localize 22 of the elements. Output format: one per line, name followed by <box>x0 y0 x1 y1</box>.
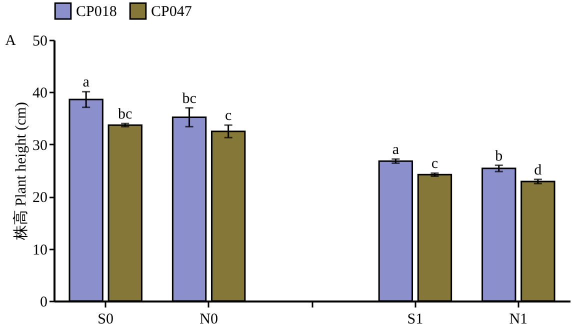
data-label: bc <box>182 90 197 107</box>
x-tick-label: S0 <box>98 312 114 328</box>
x-tick-label: N0 <box>200 312 218 328</box>
data-label: c <box>431 156 438 172</box>
y-tick-label: 20 <box>32 190 48 206</box>
y-tick-label: 30 <box>32 138 48 154</box>
data-label: bc <box>118 106 133 123</box>
data-label: b <box>495 148 503 164</box>
y-tick-label: 40 <box>32 86 48 102</box>
data-label: a <box>392 142 400 158</box>
y-tick-label: 50 <box>32 34 48 50</box>
text: A <box>5 33 16 49</box>
data-label: d <box>534 162 542 178</box>
data-label: c <box>224 108 232 124</box>
data-label: a <box>82 74 90 91</box>
y-tick-label: 10 <box>32 242 48 258</box>
legend-label: CP047 <box>151 4 192 20</box>
x-tick-label: S1 <box>407 312 424 328</box>
y-tick-label: 0 <box>40 294 48 310</box>
x-tick-label: N1 <box>509 312 528 328</box>
legend-label: CP018 <box>76 4 117 20</box>
y-axis-title: 株高 Plant height (cm) <box>12 102 30 241</box>
